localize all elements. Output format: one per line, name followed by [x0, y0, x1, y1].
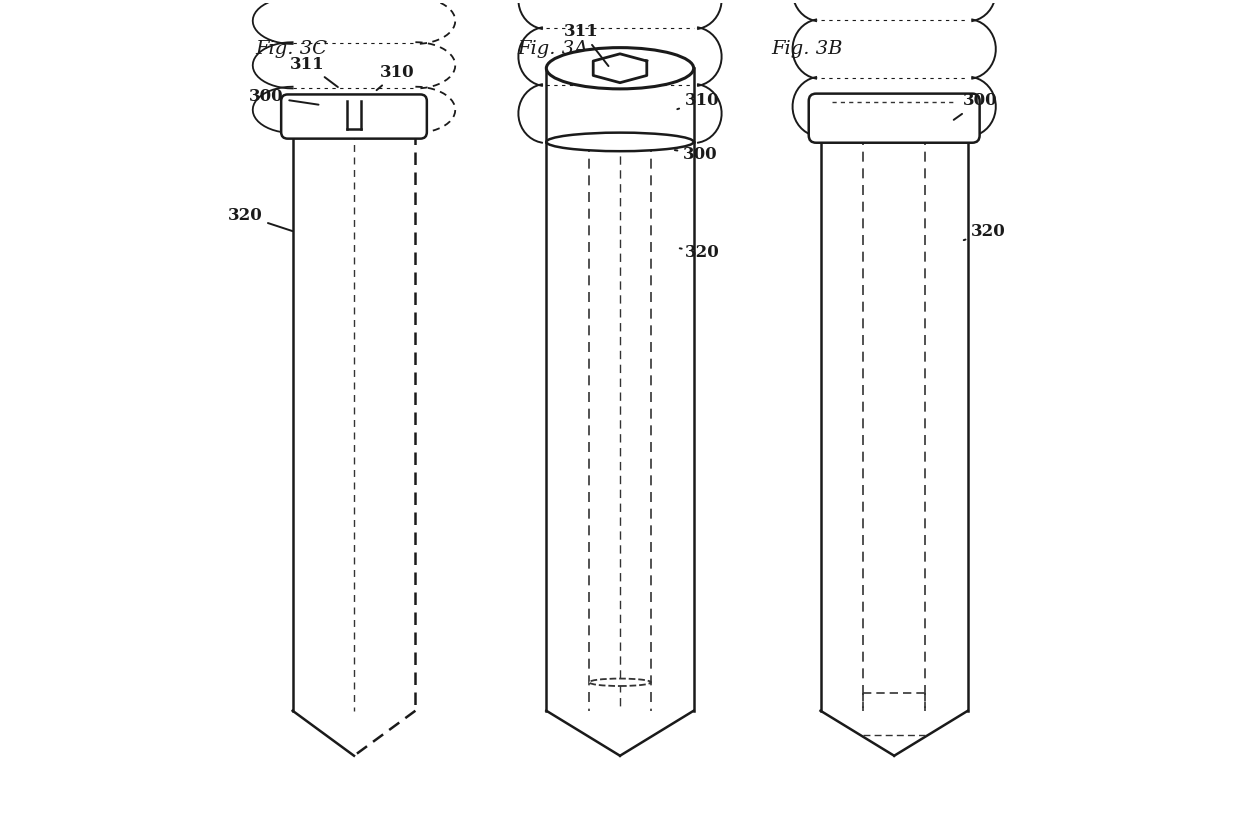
Text: Fig. 3B: Fig. 3B	[771, 40, 843, 58]
Text: 300: 300	[675, 146, 718, 162]
FancyBboxPatch shape	[281, 95, 427, 138]
Text: 311: 311	[564, 23, 609, 66]
Ellipse shape	[547, 133, 693, 151]
Text: 310: 310	[377, 63, 414, 90]
Text: 320: 320	[228, 207, 293, 231]
Text: 310: 310	[677, 92, 719, 110]
Ellipse shape	[589, 141, 651, 148]
Text: Fig. 3A: Fig. 3A	[517, 40, 589, 58]
Text: 311: 311	[290, 56, 337, 87]
Text: 300: 300	[249, 88, 319, 105]
FancyBboxPatch shape	[808, 94, 980, 143]
Text: Fig. 3C: Fig. 3C	[255, 40, 327, 58]
Text: 300: 300	[954, 92, 997, 119]
Text: 320: 320	[680, 244, 719, 261]
Text: 320: 320	[963, 223, 1006, 241]
Ellipse shape	[547, 48, 693, 89]
Ellipse shape	[589, 679, 651, 686]
